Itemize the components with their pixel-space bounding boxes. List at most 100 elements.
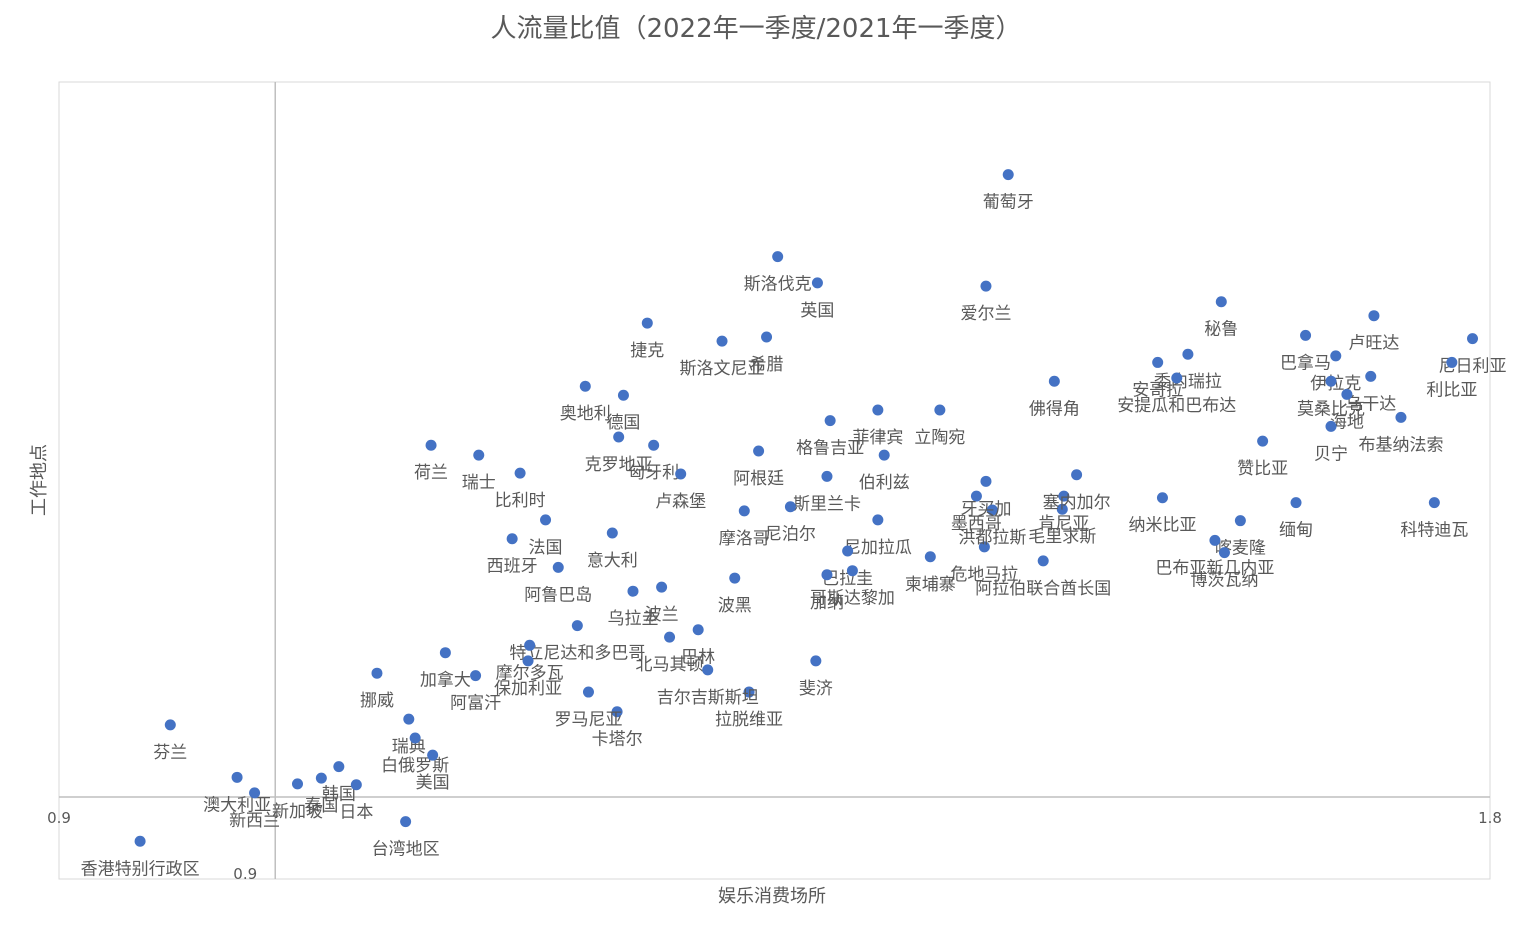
point-label: 格鲁吉亚 bbox=[796, 439, 864, 459]
point-label: 荷兰 bbox=[414, 463, 448, 483]
point-label: 阿拉伯联合酋长国 bbox=[975, 579, 1111, 599]
point-label: 斐济 bbox=[799, 679, 833, 699]
point-label: 安提瓜和巴布达 bbox=[1117, 396, 1236, 416]
point-label: 委内瑞拉 bbox=[1154, 372, 1222, 392]
point-label: 白俄罗斯 bbox=[381, 756, 449, 776]
point-label: 博茨瓦纳 bbox=[1190, 571, 1258, 591]
point bbox=[617, 389, 629, 401]
point-label: 日本 bbox=[339, 803, 373, 823]
point bbox=[606, 527, 618, 539]
point-label: 加纳 bbox=[810, 593, 844, 613]
point bbox=[924, 551, 936, 563]
point bbox=[986, 504, 998, 516]
point-label: 贝宁 bbox=[1314, 444, 1348, 464]
point-label: 缅甸 bbox=[1279, 521, 1313, 541]
point-label: 北马其顿 bbox=[636, 655, 704, 675]
point bbox=[1152, 356, 1164, 368]
point bbox=[1048, 375, 1060, 387]
plot-area bbox=[58, 81, 1491, 880]
point-label: 德国 bbox=[606, 413, 640, 433]
point bbox=[702, 664, 714, 676]
point bbox=[729, 572, 741, 584]
point-label: 塞内加尔 bbox=[1043, 493, 1111, 513]
point-label: 匈牙利 bbox=[628, 463, 679, 483]
point bbox=[978, 541, 990, 553]
point-label: 尼加拉瓜 bbox=[844, 538, 912, 558]
point bbox=[1446, 356, 1458, 368]
point bbox=[738, 505, 750, 517]
point-label: 爱尔兰 bbox=[960, 304, 1011, 324]
point bbox=[934, 404, 946, 416]
chart-title: 人流量比值（2022年一季度/2021年一季度） bbox=[490, 14, 1021, 44]
point bbox=[1365, 370, 1377, 382]
point-label: 芬兰 bbox=[153, 743, 187, 763]
point bbox=[315, 772, 327, 784]
point bbox=[970, 490, 982, 502]
point bbox=[473, 449, 485, 461]
x-tick-label: 1.8 bbox=[1478, 809, 1502, 827]
y-axis-title: 工作地点 bbox=[29, 444, 50, 516]
point bbox=[784, 501, 796, 513]
point-label: 布基纳法索 bbox=[1358, 435, 1443, 455]
point bbox=[552, 561, 564, 573]
point-label: 牙买加 bbox=[960, 499, 1011, 519]
point-label: 葡萄牙 bbox=[983, 193, 1034, 213]
point bbox=[1171, 372, 1183, 384]
point bbox=[425, 439, 437, 451]
point-label: 斯洛文尼亚 bbox=[680, 359, 765, 379]
point-label: 阿富汗 bbox=[450, 694, 501, 714]
point bbox=[641, 317, 653, 329]
point bbox=[249, 787, 261, 799]
point-label: 台湾地区 bbox=[372, 840, 440, 860]
point bbox=[506, 533, 518, 545]
point bbox=[842, 545, 854, 557]
point-label: 特立尼达和多巴哥 bbox=[509, 644, 645, 664]
point-label: 斯里兰卡 bbox=[793, 494, 861, 514]
point-label: 安哥拉 bbox=[1132, 380, 1183, 400]
point bbox=[716, 335, 728, 347]
point-label: 菲律宾 bbox=[852, 428, 903, 448]
point bbox=[692, 624, 704, 636]
point bbox=[1467, 333, 1479, 345]
point bbox=[350, 779, 362, 791]
point-label: 洪都拉斯 bbox=[958, 528, 1026, 548]
point-label: 美国 bbox=[416, 773, 450, 793]
point bbox=[1037, 555, 1049, 567]
point bbox=[872, 404, 884, 416]
point-label: 新加坡 bbox=[272, 802, 323, 822]
point-label: 新西兰 bbox=[229, 811, 280, 831]
point bbox=[292, 778, 303, 790]
point bbox=[371, 667, 383, 679]
point-label: 阿根廷 bbox=[733, 469, 784, 489]
point-label: 佛得角 bbox=[1029, 399, 1080, 419]
point-label: 瑞典 bbox=[392, 737, 426, 757]
point bbox=[1325, 375, 1337, 387]
point bbox=[878, 449, 890, 461]
point bbox=[664, 631, 676, 643]
point bbox=[400, 816, 412, 828]
point-label: 克罗地亚 bbox=[585, 455, 653, 475]
point bbox=[1341, 388, 1353, 400]
point bbox=[514, 467, 526, 479]
point-label: 波黑 bbox=[718, 596, 752, 616]
point-label: 卢森堡 bbox=[655, 492, 706, 512]
point-label: 利比亚 bbox=[1426, 380, 1477, 400]
point-label: 挪威 bbox=[360, 691, 394, 711]
point-label: 尼泊尔 bbox=[765, 525, 816, 545]
point bbox=[439, 647, 451, 659]
point bbox=[1071, 469, 1083, 481]
point bbox=[1058, 490, 1070, 502]
point-label: 危地马拉 bbox=[950, 565, 1018, 585]
point bbox=[1325, 420, 1337, 432]
point-label: 保加利亚 bbox=[494, 679, 562, 699]
point-label: 希腊 bbox=[750, 355, 784, 375]
point bbox=[134, 835, 146, 847]
point-label: 莫桑比克 bbox=[1297, 399, 1365, 419]
point bbox=[611, 706, 623, 718]
point bbox=[810, 655, 822, 667]
point-label: 伯利兹 bbox=[859, 473, 910, 493]
point-label: 拉脱维亚 bbox=[715, 710, 783, 730]
point-label: 意大利 bbox=[587, 551, 638, 571]
point bbox=[1056, 503, 1068, 515]
point-label: 柬埔寨 bbox=[905, 575, 956, 595]
